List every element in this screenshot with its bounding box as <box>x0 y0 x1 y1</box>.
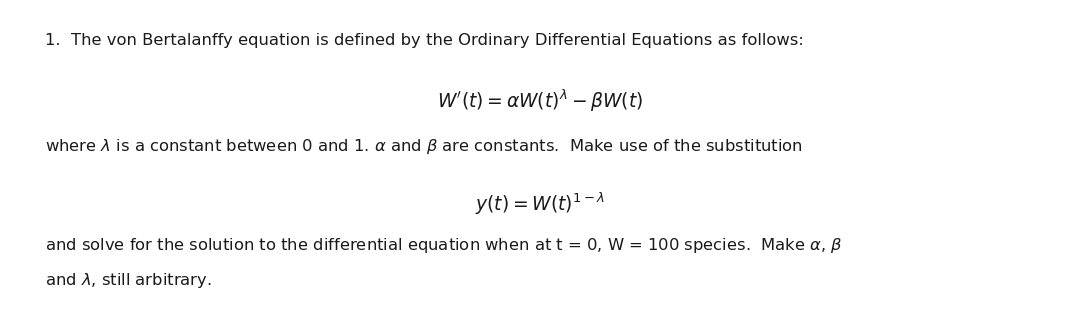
Text: where $\lambda$ is a constant between 0 and 1. $\alpha$ and $\beta$ are constant: where $\lambda$ is a constant between 0 … <box>45 137 804 156</box>
Text: 1.  The von Bertalanffy equation is defined by the Ordinary Differential Equatio: 1. The von Bertalanffy equation is defin… <box>45 33 805 48</box>
Text: $W^{\prime}(t) = \alpha W(t)^{\lambda} - \beta W(t)$: $W^{\prime}(t) = \alpha W(t)^{\lambda} -… <box>437 87 643 114</box>
Text: and $\lambda$, still arbitrary.: and $\lambda$, still arbitrary. <box>45 271 212 290</box>
Text: $y(t) = W(t)^{1-\lambda}$: $y(t) = W(t)^{1-\lambda}$ <box>475 190 605 217</box>
Text: and solve for the solution to the differential equation when at t = 0, W = 100 s: and solve for the solution to the differ… <box>45 236 843 255</box>
